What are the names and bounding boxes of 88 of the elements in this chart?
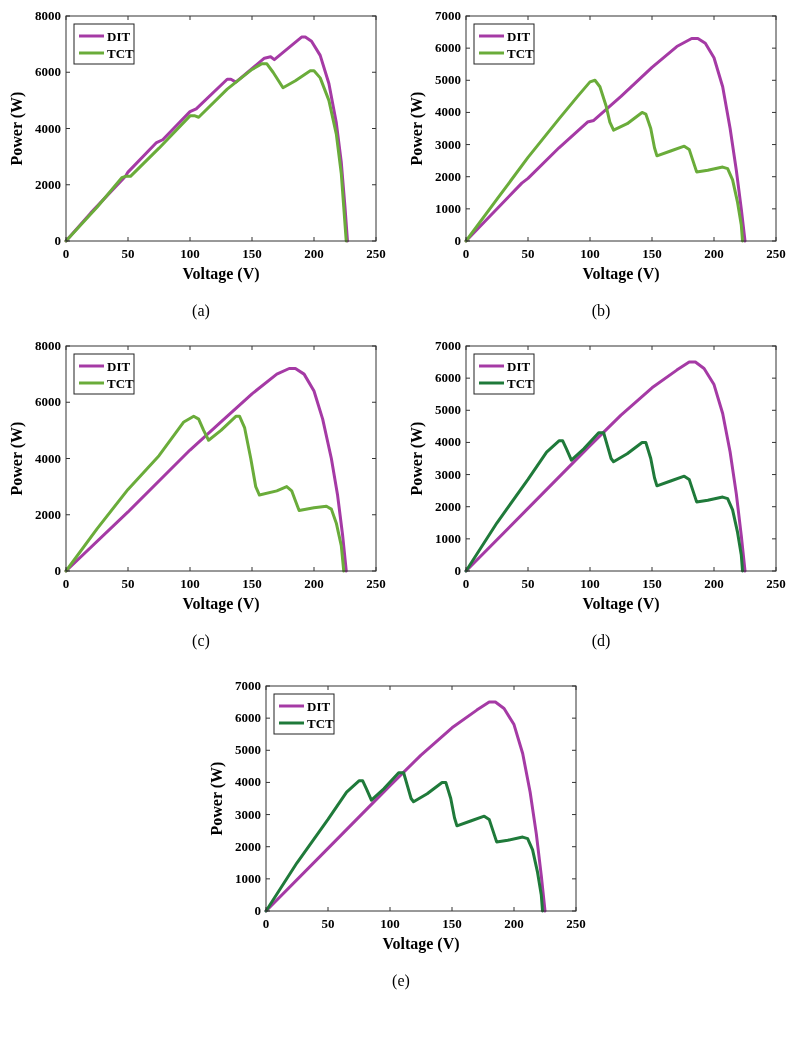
legend-label: TCT bbox=[507, 46, 535, 61]
x-tick-label: 250 bbox=[566, 916, 586, 931]
y-tick-label: 8000 bbox=[35, 8, 61, 23]
y-axis-title: Power (W) bbox=[8, 421, 26, 496]
y-tick-label: 2000 bbox=[35, 176, 61, 192]
x-tick-label: 50 bbox=[521, 246, 535, 261]
legend-label: TCT bbox=[107, 376, 135, 391]
legend-label: DIT bbox=[107, 29, 131, 44]
x-tick-label: 150 bbox=[642, 246, 662, 261]
x-tick-label: 100 bbox=[580, 576, 600, 591]
x-axis-title: Voltage (V) bbox=[582, 595, 660, 613]
legend-label: DIT bbox=[507, 29, 531, 44]
x-tick-label: 50 bbox=[121, 576, 135, 591]
y-tick-label: 4000 bbox=[435, 104, 461, 120]
y-tick-label: 8000 bbox=[35, 338, 61, 353]
line-series bbox=[64, 414, 346, 573]
y-tick-label: 0 bbox=[54, 563, 61, 578]
y-tick-label: 2000 bbox=[235, 838, 261, 854]
x-tick-label: 200 bbox=[704, 576, 724, 591]
y-tick-label: 3000 bbox=[435, 136, 461, 152]
y-tick-label: 7000 bbox=[435, 8, 461, 23]
y-tick-label: 4000 bbox=[35, 450, 61, 466]
x-tick-label: 250 bbox=[766, 576, 786, 591]
x-tick-label: 100 bbox=[180, 246, 200, 261]
y-tick-label: 1000 bbox=[435, 530, 461, 546]
y-tick-label: 3000 bbox=[235, 806, 261, 822]
y-tick-label: 0 bbox=[454, 563, 461, 578]
text: (e) bbox=[392, 972, 410, 990]
y-tick-label: 6000 bbox=[35, 64, 61, 80]
x-tick-label: 200 bbox=[304, 576, 324, 591]
y-axis-title: Power (W) bbox=[8, 91, 26, 166]
y-tick-label: 6000 bbox=[435, 370, 461, 386]
legend-label: TCT bbox=[507, 376, 535, 391]
x-axis-title: Voltage (V) bbox=[182, 595, 260, 613]
x-tick-label: 100 bbox=[580, 246, 600, 261]
legend-label: DIT bbox=[107, 359, 131, 374]
x-tick-label: 200 bbox=[304, 246, 324, 261]
y-tick-label: 5000 bbox=[435, 72, 461, 88]
line-series bbox=[464, 431, 745, 573]
y-tick-label: 7000 bbox=[435, 338, 461, 353]
x-tick-label: 150 bbox=[242, 246, 262, 261]
legend-label: DIT bbox=[307, 699, 331, 714]
x-tick-label: 250 bbox=[366, 576, 386, 591]
x-tick-label: 100 bbox=[380, 916, 400, 931]
line-series bbox=[264, 771, 545, 913]
y-tick-label: 5000 bbox=[435, 402, 461, 418]
y-tick-label: 3000 bbox=[435, 466, 461, 482]
y-tick-label: 4000 bbox=[35, 120, 61, 136]
y-axis-title: Power (W) bbox=[408, 421, 426, 496]
line-series bbox=[464, 78, 745, 243]
y-tick-label: 2000 bbox=[35, 506, 61, 522]
y-tick-label: 1000 bbox=[435, 200, 461, 216]
legend-label: TCT bbox=[307, 716, 335, 731]
y-tick-label: 6000 bbox=[35, 394, 61, 410]
y-tick-label: 0 bbox=[54, 233, 61, 248]
y-tick-label: 4000 bbox=[235, 774, 261, 790]
x-tick-label: 50 bbox=[121, 246, 135, 261]
y-tick-label: 6000 bbox=[435, 40, 461, 56]
x-tick-label: 250 bbox=[366, 246, 386, 261]
x-tick-label: 50 bbox=[521, 576, 535, 591]
y-tick-label: 6000 bbox=[235, 710, 261, 726]
x-tick-label: 150 bbox=[242, 576, 262, 591]
text: (a) bbox=[192, 302, 210, 320]
y-tick-label: 5000 bbox=[235, 742, 261, 758]
y-tick-label: 4000 bbox=[435, 434, 461, 450]
y-axis-title: Power (W) bbox=[408, 91, 426, 166]
x-tick-label: 100 bbox=[180, 576, 200, 591]
x-tick-label: 150 bbox=[642, 576, 662, 591]
y-tick-label: 0 bbox=[454, 233, 461, 248]
x-tick-label: 50 bbox=[321, 916, 335, 931]
y-tick-label: 1000 bbox=[235, 870, 261, 886]
x-tick-label: 250 bbox=[766, 246, 786, 261]
y-axis-title: Power (W) bbox=[208, 761, 226, 836]
x-tick-label: 150 bbox=[442, 916, 462, 931]
y-tick-label: 2000 bbox=[435, 498, 461, 514]
text: (b) bbox=[591, 302, 611, 320]
legend-label: TCT bbox=[107, 46, 135, 61]
legend-label: DIT bbox=[507, 359, 531, 374]
x-axis-title: Voltage (V) bbox=[382, 935, 460, 953]
x-axis-title: Voltage (V) bbox=[582, 265, 660, 283]
y-tick-label: 0 bbox=[254, 903, 261, 918]
text: (c) bbox=[192, 632, 210, 650]
x-axis-title: Voltage (V) bbox=[182, 265, 260, 283]
y-tick-label: 2000 bbox=[435, 168, 461, 184]
y-tick-label: 7000 bbox=[235, 678, 261, 693]
x-tick-label: 200 bbox=[504, 916, 524, 931]
text: (d) bbox=[591, 632, 611, 650]
x-tick-label: 200 bbox=[704, 246, 724, 261]
